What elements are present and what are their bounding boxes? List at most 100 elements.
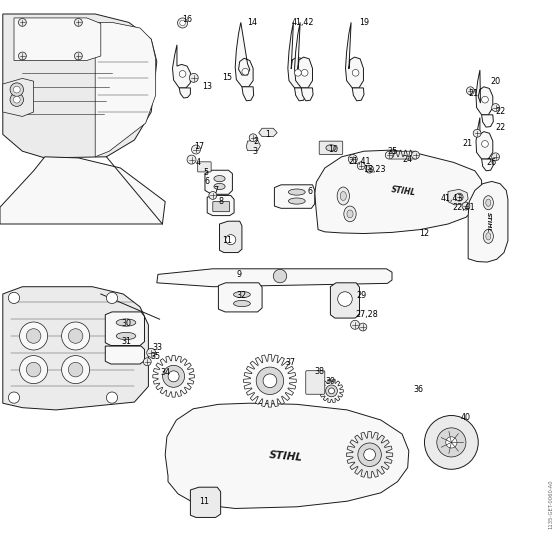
Circle shape — [412, 151, 419, 159]
Circle shape — [437, 428, 466, 457]
Text: 11: 11 — [222, 236, 232, 245]
Circle shape — [187, 155, 196, 164]
Circle shape — [178, 18, 188, 28]
Text: 24: 24 — [403, 155, 413, 164]
Polygon shape — [14, 18, 101, 60]
Text: 21: 21 — [463, 139, 473, 148]
Text: 3: 3 — [253, 147, 257, 156]
Polygon shape — [274, 185, 315, 208]
Polygon shape — [482, 115, 493, 127]
Circle shape — [8, 392, 20, 403]
Circle shape — [455, 193, 463, 201]
Polygon shape — [3, 287, 148, 410]
Polygon shape — [3, 14, 157, 158]
Circle shape — [10, 93, 24, 106]
Circle shape — [192, 145, 200, 154]
Polygon shape — [153, 356, 194, 397]
Circle shape — [26, 362, 41, 377]
Polygon shape — [448, 189, 468, 205]
Text: 36: 36 — [414, 385, 424, 394]
Ellipse shape — [288, 189, 305, 195]
Text: 17: 17 — [194, 142, 204, 151]
Text: 9: 9 — [236, 270, 242, 279]
Polygon shape — [179, 88, 190, 98]
Ellipse shape — [116, 319, 136, 326]
Polygon shape — [218, 283, 262, 312]
Circle shape — [10, 83, 24, 96]
Circle shape — [74, 18, 82, 26]
Circle shape — [13, 86, 20, 93]
Circle shape — [473, 129, 481, 137]
Text: 25: 25 — [387, 147, 397, 156]
Circle shape — [351, 320, 360, 329]
FancyBboxPatch shape — [198, 162, 211, 172]
Polygon shape — [165, 403, 409, 508]
Polygon shape — [476, 70, 493, 115]
Text: 21: 21 — [468, 89, 478, 98]
Circle shape — [338, 292, 352, 306]
Circle shape — [20, 322, 48, 350]
Text: 40: 40 — [461, 413, 471, 422]
Polygon shape — [468, 181, 508, 262]
Text: 38: 38 — [314, 367, 324, 376]
Circle shape — [492, 153, 500, 161]
Polygon shape — [301, 88, 313, 101]
FancyBboxPatch shape — [390, 151, 417, 159]
Ellipse shape — [288, 198, 305, 204]
Circle shape — [189, 73, 198, 82]
FancyBboxPatch shape — [319, 141, 343, 155]
Text: 32: 32 — [237, 291, 247, 300]
Text: 11: 11 — [199, 497, 209, 506]
Polygon shape — [346, 22, 363, 88]
Ellipse shape — [234, 300, 250, 307]
Circle shape — [20, 356, 48, 384]
FancyBboxPatch shape — [213, 202, 230, 212]
Text: 7: 7 — [213, 186, 218, 195]
Circle shape — [74, 52, 82, 60]
Polygon shape — [352, 88, 364, 101]
Circle shape — [168, 371, 179, 382]
Circle shape — [143, 358, 151, 366]
Circle shape — [273, 269, 287, 283]
Ellipse shape — [483, 230, 493, 244]
Text: 5: 5 — [203, 168, 209, 177]
Circle shape — [62, 356, 90, 384]
Text: 20: 20 — [491, 77, 501, 86]
Polygon shape — [259, 128, 277, 137]
Circle shape — [357, 162, 365, 170]
Text: 39: 39 — [325, 377, 335, 386]
Circle shape — [424, 416, 478, 469]
Polygon shape — [0, 157, 165, 224]
Polygon shape — [482, 159, 493, 171]
Circle shape — [180, 20, 185, 26]
Polygon shape — [220, 221, 242, 253]
Circle shape — [446, 437, 457, 448]
Text: 4: 4 — [195, 158, 200, 167]
Circle shape — [26, 329, 41, 343]
Polygon shape — [315, 150, 482, 234]
Text: 26: 26 — [487, 158, 497, 167]
Circle shape — [242, 68, 249, 75]
Text: 22,41: 22,41 — [452, 203, 475, 212]
Circle shape — [462, 202, 470, 210]
Text: 6: 6 — [205, 178, 209, 186]
Text: 41,43: 41,43 — [441, 194, 463, 203]
Polygon shape — [295, 88, 306, 101]
Circle shape — [348, 155, 357, 164]
Circle shape — [364, 449, 375, 460]
Text: 29: 29 — [356, 291, 366, 300]
Circle shape — [295, 69, 301, 76]
Polygon shape — [242, 87, 254, 101]
Text: 12: 12 — [419, 229, 430, 238]
Polygon shape — [105, 346, 144, 364]
Circle shape — [249, 134, 257, 142]
Polygon shape — [105, 312, 144, 346]
Circle shape — [106, 292, 118, 304]
Circle shape — [62, 322, 90, 350]
Polygon shape — [288, 22, 306, 88]
Ellipse shape — [347, 210, 353, 218]
Circle shape — [482, 96, 488, 103]
Text: 14: 14 — [247, 18, 257, 27]
FancyBboxPatch shape — [306, 371, 325, 394]
Text: 2: 2 — [253, 137, 259, 146]
